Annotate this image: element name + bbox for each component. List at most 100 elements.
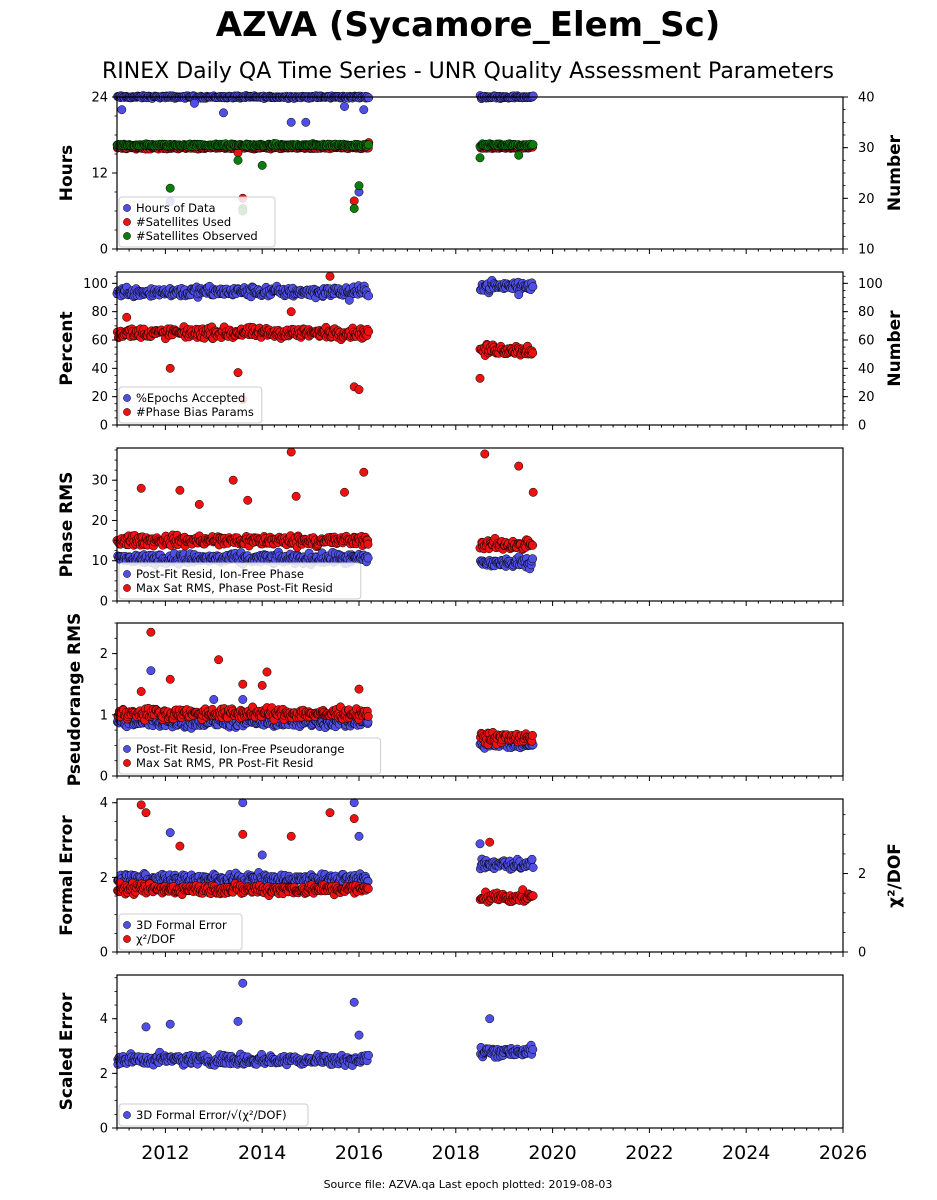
y-right-axis-label: χ²/DOF (885, 843, 905, 908)
outlier-point (340, 102, 349, 111)
outlier-point (475, 839, 485, 849)
points-percent (112, 271, 538, 404)
y-right-tick-label: 30 (858, 141, 875, 156)
outlier-point (262, 667, 272, 677)
y-tick-label: 80 (91, 305, 108, 320)
figure-subtitle: RINEX Daily QA Time Series - UNR Quality… (102, 59, 834, 84)
outlier-point (136, 687, 146, 696)
point-scaled-0 (364, 1050, 373, 1060)
point-hours-0 (364, 93, 374, 103)
outlier-point (344, 295, 354, 305)
x-tick-label: 2024 (722, 1142, 770, 1164)
y-tick-label: 20 (91, 390, 108, 405)
legend-entry: Max Sat RMS, PR Post-Fit Resid (136, 756, 313, 770)
y-right-tick-label: 100 (858, 277, 883, 292)
points-phase (112, 447, 538, 574)
legend-box (118, 196, 276, 248)
points-scaled (113, 978, 538, 1070)
y-right-tick-label: 20 (858, 390, 875, 405)
legend-marker (123, 584, 131, 592)
outlier-point (165, 674, 175, 684)
legend-scaled: 3D Formal Error/√(χ²/DOF) (118, 1103, 309, 1127)
outlier-point (175, 485, 185, 495)
legend-marker (123, 204, 131, 212)
point-phase-0 (528, 554, 538, 564)
outlier-point (165, 183, 175, 193)
legend-entry: Hours of Data (136, 201, 216, 215)
legend-marker (123, 570, 131, 578)
y-tick-label: 30 (91, 474, 108, 489)
legend-entry: Max Sat RMS, Phase Post-Fit Resid (136, 581, 333, 595)
legend-percent: %Epochs Accepted#Phase Bias Params (118, 386, 263, 424)
outlier-point (238, 695, 248, 704)
point-hours-2 (364, 140, 373, 150)
y-axis-label: Formal Error (57, 815, 77, 936)
outlier-point (354, 1030, 364, 1040)
outlier-point (349, 196, 359, 206)
outlier-point (165, 1019, 175, 1029)
points-hours (112, 91, 538, 216)
outlier-point (233, 155, 243, 165)
y-tick-label: 0 (100, 419, 108, 434)
outlier-point (136, 483, 146, 493)
y-right-tick-label: 10 (858, 243, 875, 258)
outlier-point (238, 798, 248, 808)
outlier-point (257, 680, 267, 690)
y-axis-label: Hours (57, 145, 77, 202)
point-formal-0 (527, 854, 537, 864)
legend-marker (123, 745, 131, 753)
legend-entry: %Epochs Accepted (136, 391, 245, 405)
legend-marker (123, 759, 131, 767)
x-tick-label: 2022 (625, 1142, 673, 1164)
y-tick-label: 0 (100, 770, 108, 785)
outlier-point (286, 307, 296, 317)
outlier-point (354, 181, 364, 191)
panel-percent: 0 20 40 60 80 100 Percent 0 20 40 60 80 100 Number %Ep… (57, 271, 905, 434)
x-tick-label: 2020 (528, 1142, 576, 1164)
legend-entry: #Phase Bias Params (136, 405, 254, 419)
point-scaled-0 (528, 1044, 538, 1054)
y-tick-label: 0 (100, 946, 108, 961)
outlier-point (286, 447, 296, 457)
y-tick-label: 4 (100, 1012, 108, 1027)
outlier-point (117, 105, 127, 115)
point-pseudorange-1 (528, 730, 537, 740)
legend-marker (123, 394, 131, 402)
outlier-point (359, 467, 369, 477)
point-percent-0 (528, 282, 538, 292)
panel-phase: 0 10 20 30 Phase RMS Post-Fit Resid, Ion-Free… (57, 447, 844, 610)
outlier-point (286, 831, 296, 841)
y-right-tick-label: 2 (858, 867, 866, 882)
outlier-point (165, 363, 175, 373)
y-axis-label: Scaled Error (57, 992, 77, 1110)
outlier-point (291, 491, 301, 501)
y-right-axis-label: Number (885, 310, 905, 387)
outlier-point (233, 368, 243, 378)
outlier-point (325, 808, 335, 818)
y-tick-label: 60 (91, 334, 108, 349)
outlier-point (485, 837, 495, 847)
point-hours-2 (528, 140, 538, 150)
point-percent-1 (364, 327, 374, 336)
outlier-point (243, 495, 253, 505)
x-tick-label: 2014 (238, 1142, 286, 1164)
x-tick-label: 2018 (432, 1142, 480, 1164)
outlier-point (141, 808, 151, 818)
y-tick-label: 2 (100, 647, 108, 662)
legend-entry: Post-Fit Resid, Ion-Free Phase (136, 567, 304, 581)
y-right-tick-label: 40 (858, 362, 875, 377)
legend-marker (123, 218, 131, 226)
outlier-point (233, 1016, 243, 1026)
legend-entry: χ²/DOF (136, 932, 176, 946)
y-tick-label: 100 (83, 277, 108, 292)
point-phase-1 (363, 539, 373, 549)
legend-entry: #Satellites Observed (136, 229, 258, 243)
y-right-tick-label: 60 (858, 334, 875, 349)
outlier-point (359, 105, 369, 115)
point-phase-0 (363, 553, 373, 563)
outlier-point (286, 117, 296, 127)
legend-entry: 3D Formal Error (136, 918, 227, 932)
